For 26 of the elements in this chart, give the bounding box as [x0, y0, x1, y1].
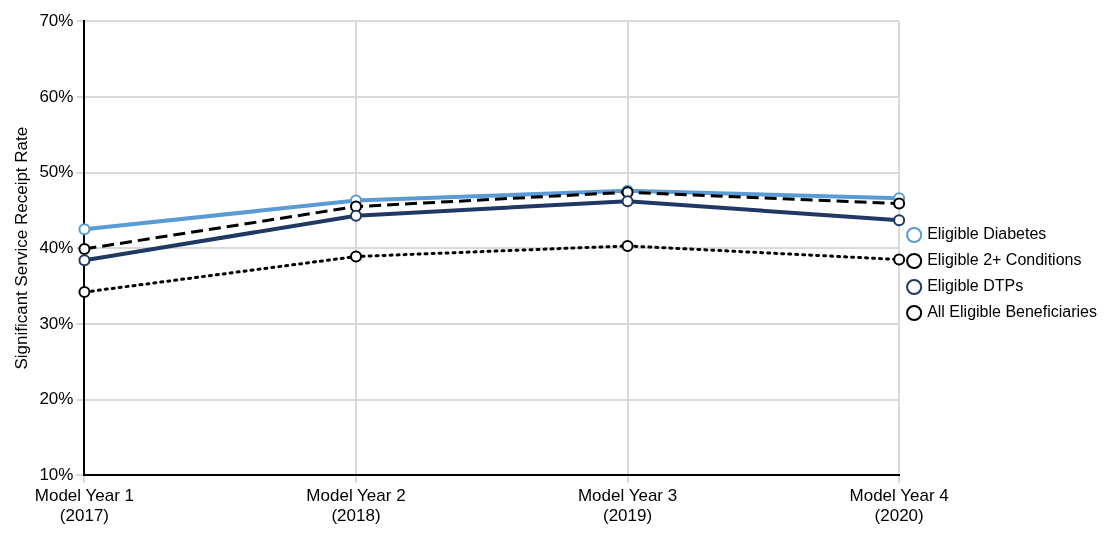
x-tick-label: Model Year 2 (2018) — [306, 486, 406, 526]
legend-label: Eligible 2+ Conditions — [927, 251, 1082, 269]
legend-label: All Eligible Beneficiaries — [927, 303, 1097, 321]
point — [621, 195, 634, 208]
x-tick-label: Model Year 3 (2019) — [577, 486, 678, 526]
y-tick-label: 30% — [39, 313, 74, 333]
point — [78, 286, 91, 299]
y-tick-label: 40% — [39, 237, 74, 257]
point — [350, 250, 362, 263]
y-tick-label: 50% — [39, 162, 74, 182]
y-tick-label: 70% — [39, 10, 74, 30]
point — [893, 214, 906, 227]
point — [78, 254, 91, 267]
x-tick-label: Model Year 4 (2020) — [849, 486, 949, 526]
point — [893, 253, 906, 266]
legend-label: Eligible DTPs — [927, 277, 1024, 295]
point — [893, 197, 906, 210]
y-tick-label: 20% — [39, 389, 74, 409]
point — [621, 239, 634, 252]
x-tick-label: Model Year 1 (2017) — [34, 486, 135, 526]
point — [350, 209, 362, 222]
legend-label: Eligible Diabetes — [927, 225, 1047, 243]
y-axis-title: Significant Service Receipt Rate — [11, 126, 31, 370]
y-tick-label: 60% — [39, 86, 74, 106]
point — [78, 223, 91, 236]
y-tick-label: 10% — [39, 464, 74, 484]
